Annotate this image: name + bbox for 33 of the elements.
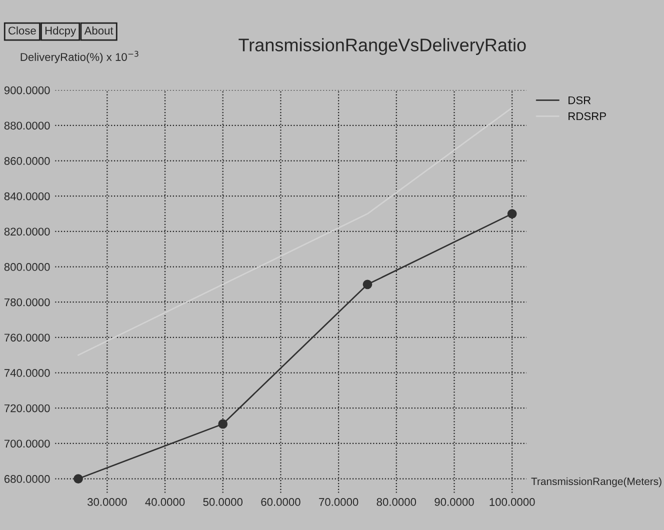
point (218, 419, 228, 429)
y-tick-label: 860.0000 (4, 157, 50, 165)
point (507, 209, 517, 218)
y-tick-label: 720.0000 (4, 404, 50, 412)
y-tick-label: 880.0000 (4, 122, 50, 130)
x-axis-title: TransmissionRange(Meters) (531, 477, 662, 488)
point (74, 474, 83, 484)
legend-label: DSR (568, 96, 591, 104)
x-tick-label: 30.0000 (88, 498, 127, 506)
point (362, 280, 372, 290)
y-tick-label: 780.0000 (4, 298, 50, 306)
x-tick-label: 100.0000 (490, 498, 535, 506)
x-tick-label: 60.0000 (261, 498, 300, 506)
x-tick-label: 70.0000 (319, 498, 358, 506)
x-tick-label: 80.0000 (376, 498, 416, 506)
y-tick-label: 900.0000 (4, 86, 50, 94)
text: About (84, 26, 114, 35)
chart-title: TransmissionRangeVsDeliveryRatio (238, 38, 526, 55)
x-tick-label: 90.0000 (434, 498, 474, 506)
legend-label: RDSRP (568, 112, 606, 120)
y-tick-label: 700.0000 (4, 440, 50, 448)
x-tick-label: 40.0000 (145, 498, 185, 506)
y-tick-label: 760.0000 (4, 334, 50, 342)
y-tick-label: 820.0000 (4, 228, 50, 236)
text: Hdcpy (45, 26, 76, 37)
x-tick-label: 50.0000 (203, 498, 243, 506)
y-tick-label: 800.0000 (4, 263, 50, 271)
y-tick-label: 680.0000 (4, 475, 50, 483)
line-series (78, 107, 513, 356)
y-tick-label: 740.0000 (4, 369, 50, 377)
text: Close (8, 26, 36, 35)
y-axis-title: DeliveryRatio(%) x 10$^{−3}$ (20, 50, 138, 64)
y-tick-label: 840.0000 (4, 192, 50, 200)
